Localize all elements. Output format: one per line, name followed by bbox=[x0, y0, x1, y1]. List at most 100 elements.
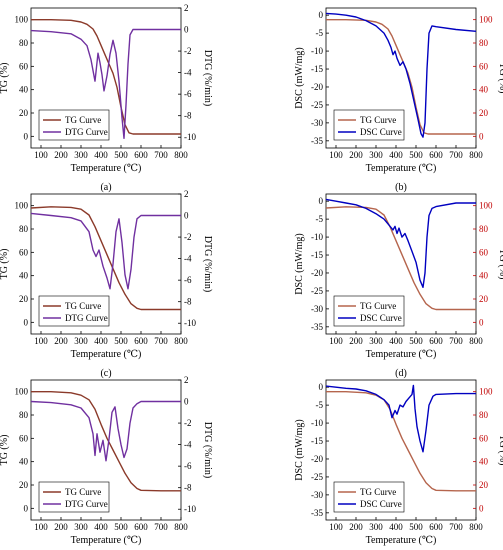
left-tick-label: -30 bbox=[311, 118, 323, 128]
right-tick-label: -4 bbox=[184, 254, 192, 264]
panel-caption: (d) bbox=[395, 368, 407, 379]
left-tick-label: 0 bbox=[319, 10, 324, 20]
right-axis-label: TG (%) bbox=[497, 435, 503, 466]
left-tick-label: -25 bbox=[311, 286, 323, 296]
x-tick-label: 700 bbox=[449, 150, 463, 160]
left-tick-label: 0 bbox=[319, 382, 324, 392]
x-tick-label: 800 bbox=[174, 150, 188, 160]
right-tick-label: 40 bbox=[479, 85, 489, 95]
legend-label: DSC Curve bbox=[360, 127, 402, 137]
legend-label: DTG Curve bbox=[65, 127, 108, 137]
left-axis-label: DSC (mW/mg) bbox=[294, 419, 305, 480]
panel-caption: (a) bbox=[100, 182, 111, 193]
left-tick-label: -10 bbox=[311, 46, 323, 56]
x-tick-label: 300 bbox=[369, 336, 383, 346]
left-tick-label: 40 bbox=[19, 271, 29, 281]
x-tick-label: 200 bbox=[349, 150, 363, 160]
x-axis-label: Temperature (℃) bbox=[71, 535, 142, 546]
x-tick-label: 600 bbox=[429, 522, 443, 532]
x-tick-label: 600 bbox=[429, 150, 443, 160]
left-tick-label: -5 bbox=[316, 214, 324, 224]
left-tick-label: 60 bbox=[19, 61, 29, 71]
x-tick-label: 800 bbox=[174, 522, 188, 532]
right-axis-label: DTG (%/min) bbox=[202, 50, 213, 106]
legend-label: TG Curve bbox=[65, 301, 101, 311]
right-tick-label: 60 bbox=[479, 433, 489, 443]
right-tick-label: -6 bbox=[184, 461, 192, 471]
x-tick-label: 100 bbox=[34, 336, 48, 346]
x-tick-label: 100 bbox=[329, 336, 343, 346]
left-tick-label: -30 bbox=[311, 490, 323, 500]
right-tick-label: 20 bbox=[479, 480, 489, 490]
left-tick-label: 60 bbox=[19, 247, 29, 257]
x-tick-label: 300 bbox=[369, 150, 383, 160]
right-tick-label: 2 bbox=[184, 3, 189, 13]
legend-label: TG Curve bbox=[65, 115, 101, 125]
right-tick-label: 80 bbox=[479, 38, 489, 48]
left-tick-label: -20 bbox=[311, 268, 323, 278]
x-tick-label: 200 bbox=[54, 522, 68, 532]
right-axis-label: DTG (%/min) bbox=[202, 422, 213, 478]
x-tick-label: 100 bbox=[34, 522, 48, 532]
left-tick-label: 20 bbox=[19, 294, 29, 304]
right-tick-label: -10 bbox=[184, 318, 196, 328]
left-tick-label: -15 bbox=[311, 64, 323, 74]
right-axis-label: TG (%) bbox=[497, 249, 503, 280]
left-tick-label: -35 bbox=[311, 508, 323, 518]
x-tick-label: 700 bbox=[154, 150, 168, 160]
right-tick-label: -4 bbox=[184, 68, 192, 78]
right-tick-label: 20 bbox=[479, 108, 489, 118]
legend-label: TG Curve bbox=[360, 487, 396, 497]
x-tick-label: 800 bbox=[174, 336, 188, 346]
left-tick-label: -5 bbox=[316, 28, 324, 38]
x-tick-label: 300 bbox=[74, 150, 88, 160]
right-tick-label: -4 bbox=[184, 440, 192, 450]
legend-label: TG Curve bbox=[360, 301, 396, 311]
left-tick-label: 80 bbox=[19, 38, 29, 48]
legend-box bbox=[333, 481, 405, 513]
plot-frame bbox=[325, 379, 477, 521]
legend-label: DSC Curve bbox=[360, 499, 402, 509]
series-line-tg-curve bbox=[326, 391, 476, 492]
x-axis-label: Temperature (℃) bbox=[71, 349, 142, 360]
right-tick-label: -2 bbox=[184, 46, 192, 56]
left-tick-label: 20 bbox=[19, 108, 29, 118]
right-tick-label: 0 bbox=[184, 211, 189, 221]
right-tick-label: 0 bbox=[479, 503, 484, 513]
x-tick-label: 500 bbox=[114, 336, 128, 346]
plot-frame bbox=[30, 379, 182, 521]
left-tick-label: 100 bbox=[15, 387, 29, 397]
left-axis-label: DSC (mW/mg) bbox=[294, 233, 305, 294]
x-tick-label: 500 bbox=[409, 336, 423, 346]
x-tick-label: 400 bbox=[389, 522, 403, 532]
legend-box bbox=[38, 295, 110, 327]
left-tick-label: 80 bbox=[19, 224, 29, 234]
legend-box bbox=[38, 109, 110, 141]
x-tick-label: 400 bbox=[389, 150, 403, 160]
right-tick-label: 40 bbox=[479, 271, 489, 281]
panel-caption: (b) bbox=[395, 182, 407, 193]
x-tick-label: 600 bbox=[134, 522, 148, 532]
x-tick-label: 500 bbox=[409, 150, 423, 160]
legend-box bbox=[333, 109, 405, 141]
right-tick-label: -2 bbox=[184, 418, 192, 428]
right-tick-label: 0 bbox=[479, 131, 484, 141]
x-tick-label: 700 bbox=[154, 336, 168, 346]
right-tick-label: 0 bbox=[479, 317, 484, 327]
left-axis-label: DSC (mW/mg) bbox=[294, 47, 305, 108]
left-tick-label: 100 bbox=[15, 201, 29, 211]
right-axis-label: DTG (%/min) bbox=[202, 236, 213, 292]
x-tick-label: 800 bbox=[469, 150, 483, 160]
legend-label: DTG Curve bbox=[65, 313, 108, 323]
right-tick-label: -6 bbox=[184, 89, 192, 99]
right-tick-label: 0 bbox=[184, 25, 189, 35]
left-tick-label: -25 bbox=[311, 100, 323, 110]
right-tick-label: -10 bbox=[184, 132, 196, 142]
legend-label: TG Curve bbox=[360, 115, 396, 125]
series-line-dsc-curve bbox=[325, 384, 476, 453]
left-axis-label: TG (%) bbox=[0, 63, 10, 94]
series-line-tg-curve bbox=[31, 391, 181, 492]
